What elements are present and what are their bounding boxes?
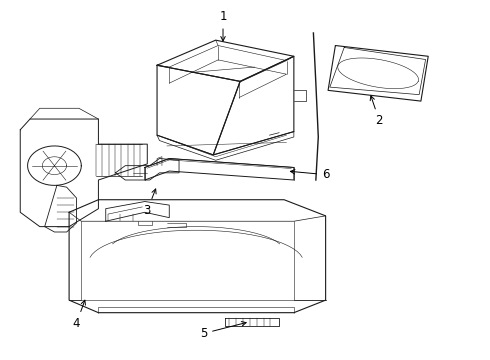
- Text: 3: 3: [144, 189, 156, 217]
- Text: 5: 5: [200, 321, 246, 340]
- Text: 2: 2: [370, 96, 383, 127]
- Text: 6: 6: [291, 168, 329, 181]
- Text: 1: 1: [219, 10, 227, 41]
- Text: 4: 4: [73, 300, 85, 330]
